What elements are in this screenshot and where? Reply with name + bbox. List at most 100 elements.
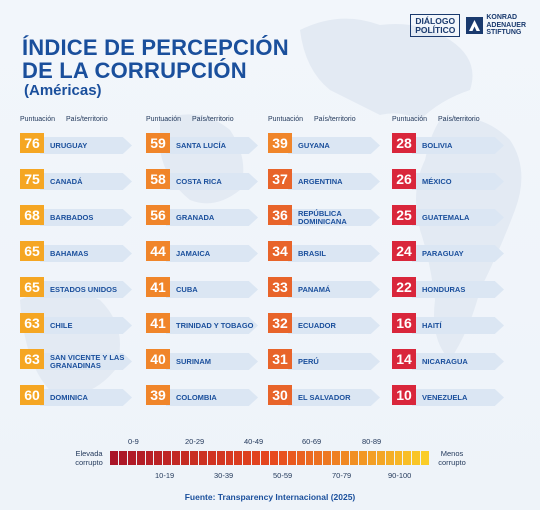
country-row: 37 ARGENTINA (268, 166, 384, 202)
country-row: 65 BAHAMAS (20, 238, 136, 274)
column-header: Puntuación País/territorio (268, 116, 384, 130)
legend-range-top: 80-89 (362, 437, 382, 446)
legend-range-bottom: 90-100 (388, 471, 412, 480)
score-header: Puntuación (268, 116, 304, 123)
row-arrow-bar (288, 317, 380, 334)
country-row: 24 PARAGUAY (392, 238, 508, 274)
scale-segment (305, 451, 314, 465)
country-name: EL SALVADOR (298, 392, 351, 402)
row-arrow-bar (288, 245, 380, 262)
country-row: 41 TRINIDAD Y TOBAGO (146, 310, 262, 346)
score-badge: 33 (268, 277, 292, 297)
scale-segment (350, 451, 358, 465)
scale-segment (154, 451, 163, 465)
scale-segment (332, 451, 341, 465)
country-row: 75 CANADÁ (20, 166, 136, 202)
country-row: 33 PANAMÁ (268, 274, 384, 310)
title-line-1: ÍNDICE DE PERCEPCIÓN (22, 35, 289, 60)
country-name: REPÚBLICA DOMINICANA (298, 208, 347, 226)
score-badge: 65 (20, 277, 44, 297)
country-name: DOMINICA (50, 392, 88, 402)
score-badge: 37 (268, 169, 292, 189)
scale-segment (145, 451, 154, 465)
country-name: COLOMBIA (176, 392, 217, 402)
country-row: 63 SAN VICENTE Y LAS GRANADINAS (20, 346, 136, 382)
country-name: PANAMÁ (298, 284, 331, 294)
country-row: 39 COLOMBIA (146, 382, 262, 418)
score-header: Puntuación (20, 116, 56, 123)
column-header: Puntuación País/territorio (20, 116, 136, 130)
scale-segment (367, 451, 376, 465)
score-badge: 14 (392, 349, 416, 369)
country-row: 65 ESTADOS UNIDOS (20, 274, 136, 310)
country-row: 60 DOMINICA (20, 382, 136, 418)
country-row: 59 SANTA LUCÍA (146, 130, 262, 166)
legend-range-bottom: 10-19 (155, 471, 175, 480)
source-note: Fuente: Transparency Internacional (2025… (184, 492, 356, 502)
country-row: 40 SURINAM (146, 346, 262, 382)
country-name: SANTA LUCÍA (176, 140, 226, 150)
country-name: GRANADA (176, 212, 215, 222)
score-badge: 76 (20, 133, 44, 153)
country-name: GUATEMALA (422, 212, 470, 222)
country-row: 63 CHILE (20, 310, 136, 346)
row-arrow-bar (166, 137, 258, 154)
scale-segment (198, 451, 207, 465)
score-badge: 10 (392, 385, 416, 405)
country-name: CUBA (176, 284, 198, 294)
country-row: 32 ECUADOR (268, 310, 384, 346)
country-header: País/territorio (192, 116, 234, 123)
score-badge: 16 (392, 313, 416, 333)
legend-left-label: Elevada corrupto (75, 449, 103, 467)
row-arrow-bar (40, 281, 132, 298)
row-arrow-bar (166, 353, 258, 370)
score-badge: 63 (20, 349, 44, 369)
logos: DIÁLOGO POLÍTICO KONRAD ADENAUER STIFTUN… (410, 14, 526, 37)
country-name: PARAGUAY (422, 248, 464, 258)
row-arrow-bar (166, 209, 258, 226)
row-arrow-bar (288, 353, 380, 370)
score-badge: 30 (268, 385, 292, 405)
row-arrow-bar (166, 317, 258, 334)
country-name: NICARAGUA (422, 356, 468, 366)
score-header: Puntuación (146, 116, 182, 123)
legend-range-bottom: 50-59 (273, 471, 293, 480)
country-row: 26 MÉXICO (392, 166, 508, 202)
country-row: 39 GUYANA (268, 130, 384, 166)
row-arrow-bar (40, 137, 132, 154)
country-row: 25 GUATEMALA (392, 202, 508, 238)
scale-segment (216, 451, 225, 465)
legend-range-top: 40-49 (244, 437, 264, 446)
country-row: 56 GRANADA (146, 202, 262, 238)
country-name: URUGUAY (50, 140, 88, 150)
country-header: País/territorio (438, 116, 480, 123)
score-badge: 28 (392, 133, 416, 153)
scale-segment (261, 451, 270, 465)
scale-segment (358, 451, 367, 465)
country-row: 41 CUBA (146, 274, 262, 310)
country-row: 34 BRASIL (268, 238, 384, 274)
scale-segment (110, 451, 118, 465)
scale-segment (172, 451, 181, 465)
country-row: 76 URUGUAY (20, 130, 136, 166)
row-arrow-bar (288, 281, 380, 298)
score-badge: 68 (20, 205, 44, 225)
score-badge: 63 (20, 313, 44, 333)
row-arrow-bar (412, 389, 504, 406)
ranking-column: Puntuación País/territorio 39 GUYANA 37 ARGEN… (268, 116, 384, 418)
scale-segment (136, 451, 145, 465)
score-badge: 31 (268, 349, 292, 369)
score-badge: 75 (20, 169, 44, 189)
score-badge: 60 (20, 385, 44, 405)
column-header: Puntuación País/territorio (146, 116, 262, 130)
country-row: 44 JAMAICA (146, 238, 262, 274)
country-name: PERÚ (298, 356, 319, 366)
legend-right-label: Menos corrupto (438, 449, 466, 467)
row-arrow-bar (288, 137, 380, 154)
country-name: COSTA RICA (176, 176, 222, 186)
scale-segment (127, 451, 136, 465)
country-name: ESTADOS UNIDOS (50, 284, 117, 294)
row-arrow-bar (288, 209, 380, 226)
scale-segment (421, 451, 430, 465)
